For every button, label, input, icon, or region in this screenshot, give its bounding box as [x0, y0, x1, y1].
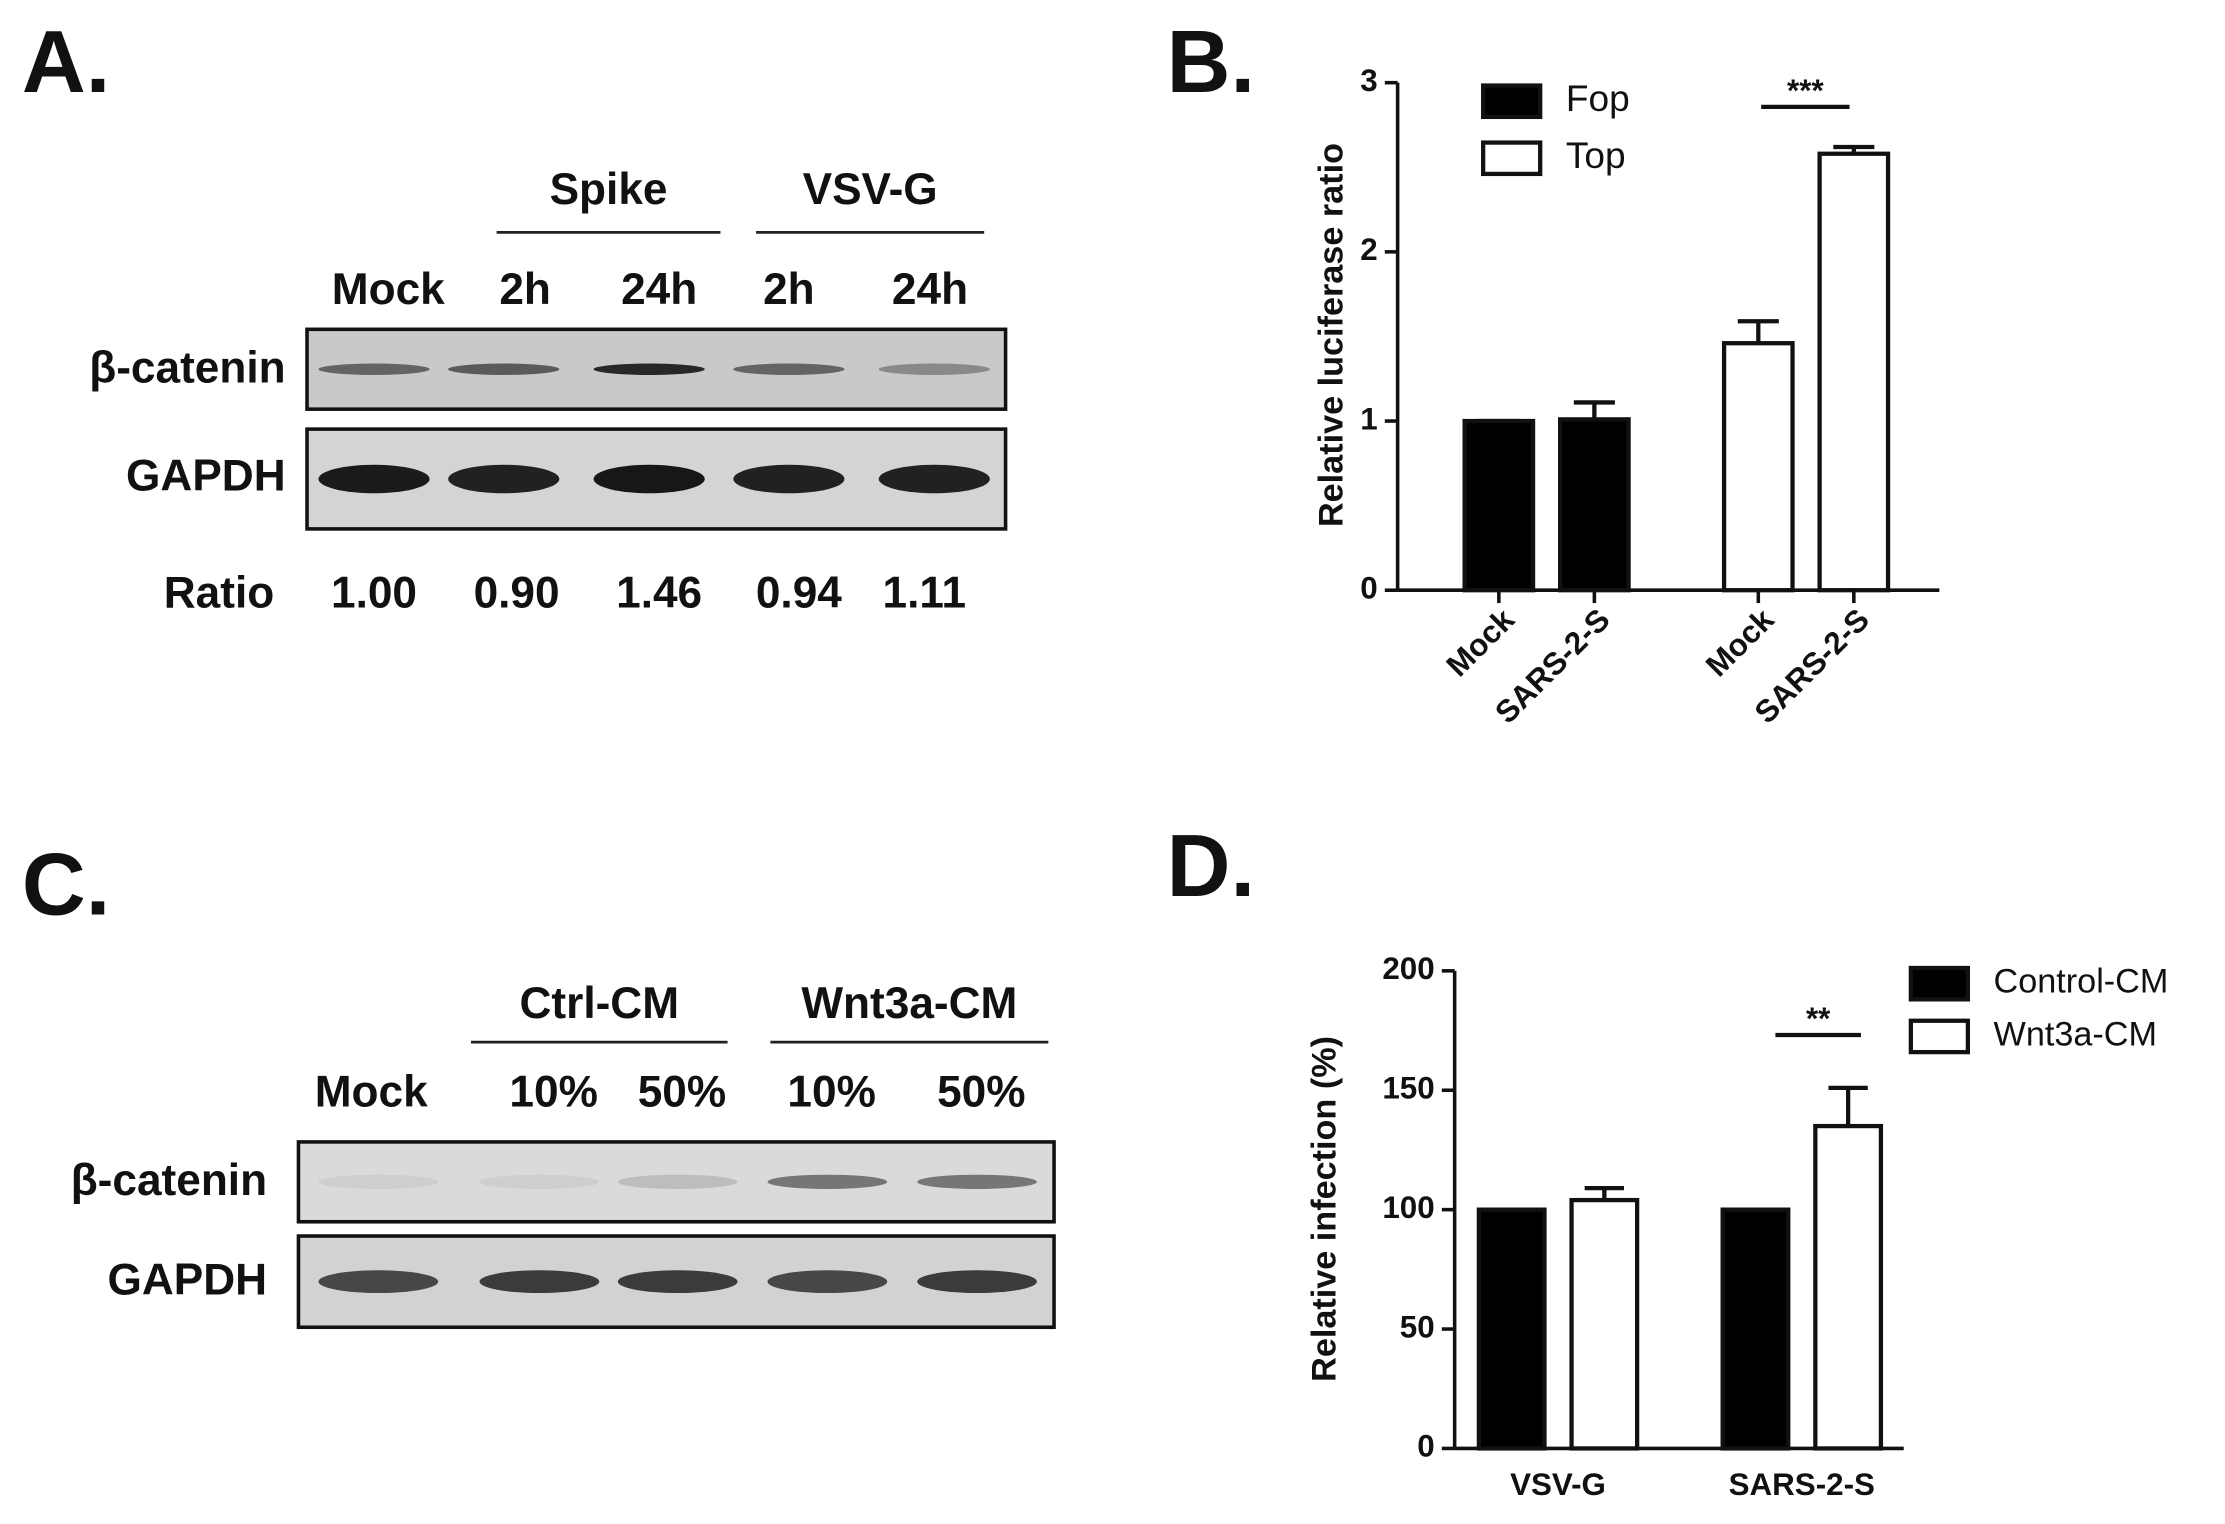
lane-label: 50% — [937, 1068, 1025, 1117]
blot-band — [479, 1270, 600, 1294]
y-tick-label: 50 — [1400, 1309, 1435, 1344]
blot-band — [917, 1174, 1037, 1189]
blot-band — [593, 464, 705, 494]
blot-band — [617, 1174, 738, 1189]
lane-label: 2h — [763, 265, 815, 314]
blot-band — [318, 1270, 439, 1294]
bar — [1476, 1207, 1547, 1451]
lane-label: Mock — [315, 1068, 428, 1117]
blot-band — [593, 363, 705, 375]
blot-band — [917, 1270, 1037, 1294]
lane-label: 24h — [621, 265, 697, 314]
ratio-value: 0.90 — [474, 569, 560, 618]
row-label: β-catenin — [89, 343, 285, 392]
y-tick-label: 100 — [1382, 1190, 1434, 1225]
group-label: Ctrl-CM — [519, 979, 679, 1028]
y-tick-label: 2 — [1360, 232, 1377, 267]
row-label: GAPDH — [126, 452, 286, 501]
legend-label: Wnt3a-CM — [1994, 1015, 2157, 1053]
significance-label: *** — [1787, 73, 1824, 108]
blot-band — [733, 464, 845, 494]
blot-band — [878, 363, 990, 375]
legend-label: Control-CM — [1994, 963, 2169, 1001]
group-label: VSV-G — [803, 165, 938, 214]
blot-band — [318, 363, 430, 375]
ratio-value: 1.46 — [616, 569, 702, 618]
bar — [1721, 341, 1795, 593]
y-tick-label: 0 — [1417, 1429, 1434, 1464]
y-tick-label: 150 — [1382, 1071, 1434, 1106]
legend-swatch — [1481, 83, 1543, 120]
blot-band — [479, 1174, 600, 1189]
lane-label: 10% — [509, 1068, 597, 1117]
bar — [1813, 1123, 1884, 1451]
blot-band — [448, 464, 560, 494]
blot-band — [448, 363, 560, 375]
bar — [1817, 151, 1891, 593]
bar — [1569, 1197, 1640, 1451]
bar — [1558, 417, 1631, 593]
ratio-value: 1.00 — [331, 569, 417, 618]
blot-band — [767, 1270, 888, 1294]
panel-label: D. — [1167, 816, 1255, 915]
lane-label: 10% — [787, 1068, 875, 1117]
ratio-label: Ratio — [164, 569, 274, 618]
y-axis-label: Relative infection (%) — [1305, 1036, 1343, 1382]
ratio-value: 0.94 — [756, 569, 842, 618]
group-label: Spike — [550, 165, 668, 214]
y-tick-label: 3 — [1360, 63, 1377, 98]
bar — [1462, 418, 1536, 593]
panel-label: A. — [22, 12, 110, 111]
y-tick-label: 0 — [1360, 570, 1377, 605]
group-label: Wnt3a-CM — [801, 979, 1017, 1028]
bar — [1720, 1207, 1791, 1451]
legend-label: Top — [1566, 134, 1626, 176]
panel-label: B. — [1167, 12, 1255, 111]
y-tick-label: 200 — [1382, 951, 1434, 986]
significance-label: ** — [1806, 1001, 1831, 1036]
legend-swatch — [1481, 140, 1543, 177]
x-tick-label: VSV-G — [1510, 1467, 1606, 1502]
y-tick-label: 1 — [1360, 401, 1377, 436]
lane-label: 50% — [638, 1068, 726, 1117]
lane-label: 2h — [499, 265, 551, 314]
blot-band — [767, 1174, 888, 1189]
blot-band — [617, 1270, 738, 1294]
lane-label: Mock — [332, 265, 445, 314]
blot-band — [318, 464, 430, 494]
ratio-value: 1.11 — [883, 569, 967, 618]
blot-band — [733, 363, 845, 375]
blot-band — [878, 464, 990, 494]
x-tick-label: Mock — [1699, 602, 1781, 684]
legend-swatch — [1908, 1018, 1971, 1055]
row-label: β-catenin — [71, 1156, 267, 1205]
blot-band — [318, 1174, 439, 1189]
lane-label: 24h — [892, 265, 968, 314]
row-label: GAPDH — [108, 1256, 268, 1305]
legend-label: Fop — [1566, 77, 1630, 119]
x-tick-label: SARS-2-S — [1729, 1467, 1875, 1502]
legend-swatch — [1908, 965, 1971, 1002]
y-axis-label: Relative luciferase ratio — [1313, 143, 1351, 527]
panel-label: C. — [22, 834, 110, 933]
x-tick-label: Mock — [1440, 602, 1522, 684]
